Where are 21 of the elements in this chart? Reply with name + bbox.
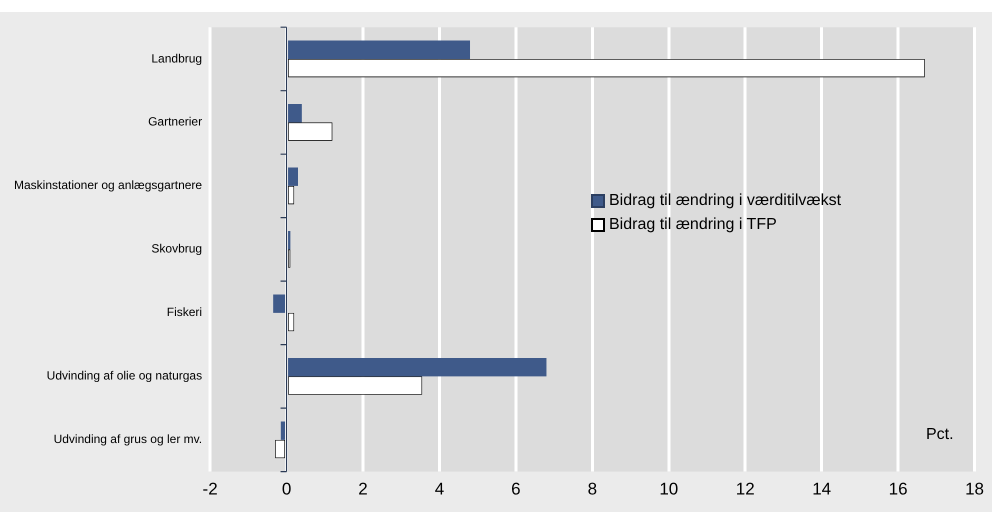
y-tick-label: Maskinstationer og anlægsgartnere xyxy=(14,178,202,192)
x-tick-label: 14 xyxy=(812,479,832,498)
x-tick-label: 2 xyxy=(358,479,368,498)
y-tick-label: Gartnerier xyxy=(148,114,202,129)
x-tick-label: 8 xyxy=(588,479,598,498)
x-tick-label: 4 xyxy=(434,479,444,498)
y-tick-label: Skovbrug xyxy=(151,242,202,256)
x-tick-label: 16 xyxy=(888,479,908,498)
x-tick-label: 10 xyxy=(659,479,678,498)
x-tick-label: 0 xyxy=(282,479,292,498)
x-tick-label: 12 xyxy=(736,479,755,498)
annotation: Pct. xyxy=(926,426,954,444)
x-tick-label: -2 xyxy=(202,479,218,498)
legend-label: Bidrag til ændring i værditilvækst xyxy=(609,192,842,210)
x-tick-label: 6 xyxy=(511,479,521,498)
y-tick-label: Fiskeri xyxy=(166,305,202,320)
y-tick-label: Landbrug xyxy=(151,51,202,66)
y-tick-label: Udvinding af grus og ler mv. xyxy=(54,432,202,446)
y-tick-label: Udvinding af olie og naturgas xyxy=(46,368,202,383)
x-tick-label: 18 xyxy=(965,479,984,498)
legend-label: Bidrag til ændring i TFP xyxy=(609,216,777,234)
